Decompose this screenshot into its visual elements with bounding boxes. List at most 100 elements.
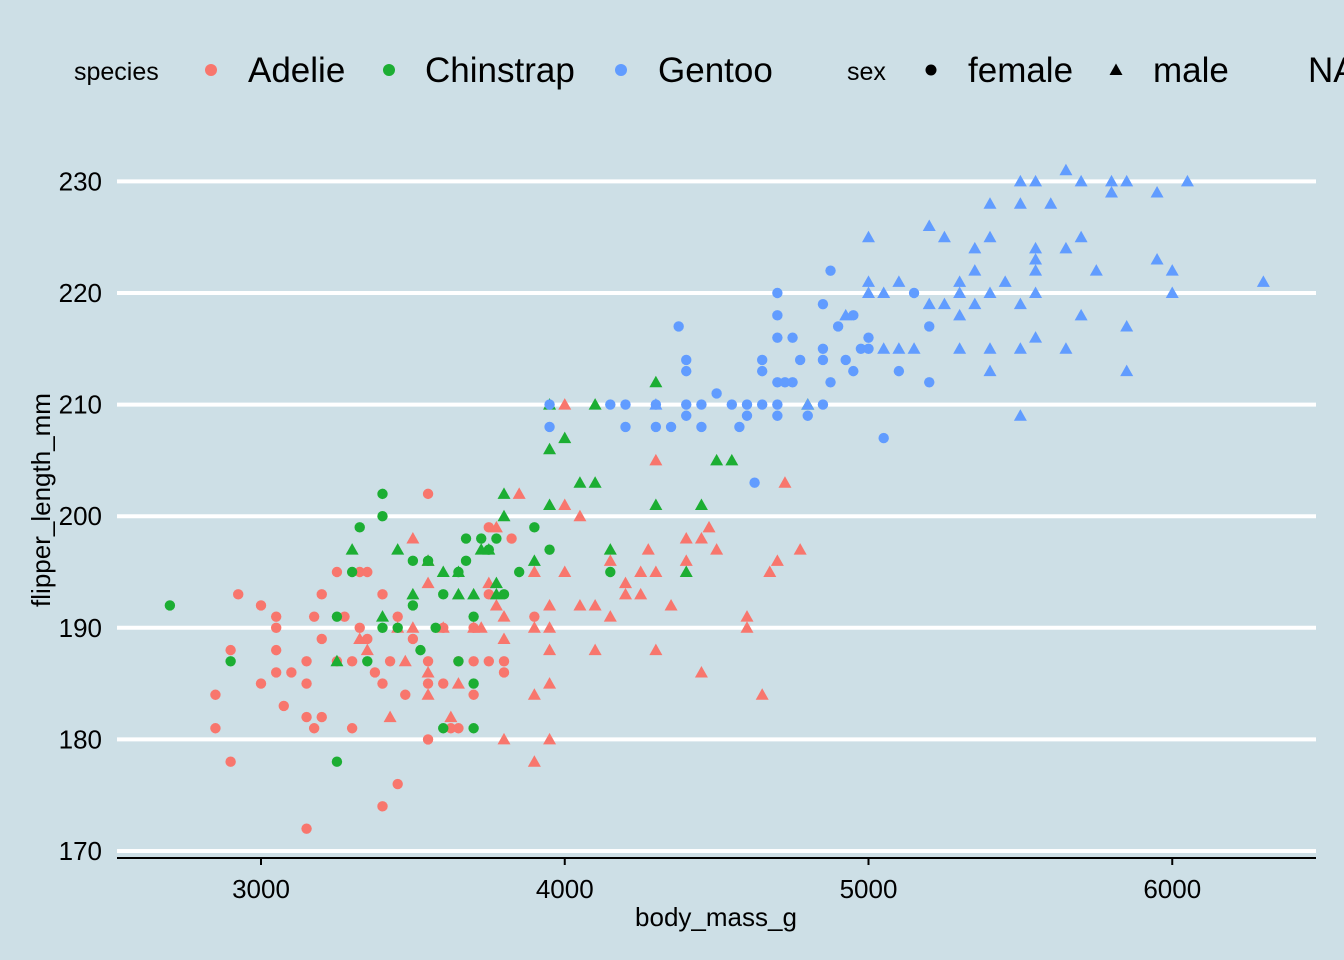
point-adelie-female xyxy=(400,689,411,700)
point-chinstrap-female xyxy=(460,533,472,544)
point-adelie-female xyxy=(468,689,479,700)
point-adelie-male xyxy=(451,677,465,689)
point-gentoo-female xyxy=(620,421,631,433)
point-gentoo-male xyxy=(983,197,997,209)
point-chinstrap-female xyxy=(453,656,464,667)
point-adelie-male xyxy=(778,476,792,488)
point-adelie-female xyxy=(270,644,282,656)
point-gentoo-male xyxy=(998,275,1012,287)
point-adelie-female xyxy=(270,611,282,622)
point-adelie-male xyxy=(694,532,708,544)
point-adelie-female xyxy=(286,667,297,678)
point-adelie-female xyxy=(301,711,312,723)
point-adelie-male xyxy=(558,498,572,511)
point-chinstrap-female xyxy=(605,566,616,578)
point-adelie-female xyxy=(255,678,267,689)
point-adelie-male xyxy=(649,565,663,577)
point-adelie-male xyxy=(543,621,557,633)
point-gentoo-male xyxy=(953,308,967,321)
point-gentoo-female xyxy=(681,410,692,421)
point-gentoo-male xyxy=(892,342,906,354)
point-adelie-female xyxy=(270,667,282,678)
point-adelie-female xyxy=(483,656,495,667)
point-chinstrap-female xyxy=(438,723,449,734)
point-gentoo-female xyxy=(787,332,798,343)
point-gentoo-female xyxy=(696,399,707,410)
point-adelie-female xyxy=(392,778,403,790)
point-gentoo-male xyxy=(1029,241,1043,254)
point-gentoo-male xyxy=(862,230,875,243)
point-chinstrap-female xyxy=(415,644,426,656)
legend-key-gentoo xyxy=(615,64,627,76)
point-gentoo-male xyxy=(1013,409,1027,421)
point-chinstrap-male xyxy=(573,476,587,488)
x-axis-label: body_mass_g xyxy=(635,902,797,932)
point-gentoo-male xyxy=(1105,174,1118,187)
point-gentoo-female xyxy=(544,399,555,410)
point-gentoo-female xyxy=(741,399,753,410)
point-adelie-male xyxy=(573,509,587,522)
point-gentoo-male xyxy=(1059,241,1073,254)
point-gentoo-female xyxy=(741,410,753,421)
point-gentoo-female xyxy=(756,354,768,366)
point-gentoo-male xyxy=(1044,197,1058,209)
point-adelie-male xyxy=(679,532,693,544)
point-gentoo-female xyxy=(650,421,662,433)
point-gentoo-female xyxy=(779,377,791,388)
point-adelie-male xyxy=(588,643,602,656)
legend-key-adelie xyxy=(205,64,217,76)
point-gentoo-male xyxy=(1165,264,1179,276)
point-adelie-female xyxy=(422,734,434,745)
point-chinstrap-male xyxy=(482,543,496,555)
point-gentoo-male xyxy=(892,275,906,287)
point-gentoo-male xyxy=(1120,174,1134,187)
point-adelie-male xyxy=(489,520,503,533)
point-gentoo-female xyxy=(817,399,829,410)
point-gentoo-female xyxy=(893,365,905,377)
point-chinstrap-male xyxy=(436,565,450,577)
gridlines xyxy=(117,179,1316,853)
point-gentoo-male xyxy=(922,219,936,232)
point-adelie-female xyxy=(529,611,540,622)
point-gentoo-male xyxy=(953,286,967,298)
legend-sex-title: sex xyxy=(847,58,886,86)
point-adelie-male xyxy=(527,621,541,633)
legend-key-male xyxy=(1109,63,1123,75)
point-adelie-female xyxy=(225,756,236,767)
point-gentoo-female xyxy=(756,399,768,410)
point-chinstrap-male xyxy=(588,398,602,410)
point-chinstrap-male xyxy=(497,509,511,522)
point-gentoo-female xyxy=(817,343,829,354)
point-gentoo-male xyxy=(1120,364,1134,377)
point-gentoo-female xyxy=(817,298,829,310)
point-chinstrap-male xyxy=(558,431,572,444)
point-adelie-male xyxy=(649,643,663,656)
point-adelie-female xyxy=(384,656,396,667)
point-gentoo-male xyxy=(937,230,951,243)
point-adelie-female xyxy=(278,700,289,712)
point-chinstrap-female xyxy=(491,533,502,544)
point-adelie-female xyxy=(301,656,312,667)
point-adelie-female xyxy=(468,656,479,667)
legend-label-female: female xyxy=(968,51,1073,90)
point-chinstrap-female xyxy=(354,522,365,533)
point-adelie-female xyxy=(422,488,434,500)
point-gentoo-female xyxy=(848,365,859,377)
point-adelie-male xyxy=(603,610,617,622)
legend: species Adelie Chinstrap Gentoo sex fema… xyxy=(74,51,1344,90)
point-gentoo-male xyxy=(1013,174,1027,187)
point-adelie-male xyxy=(543,643,557,656)
point-gentoo-male xyxy=(1256,275,1270,287)
point-adelie-male xyxy=(558,398,572,410)
point-gentoo-male xyxy=(953,342,967,354)
point-adelie-female xyxy=(498,656,510,667)
point-chinstrap-male xyxy=(649,498,663,511)
y-tick-label: 180 xyxy=(59,724,102,754)
point-adelie-male xyxy=(421,576,435,589)
point-adelie-male xyxy=(694,665,708,678)
point-chinstrap-female xyxy=(544,544,555,555)
point-gentoo-female xyxy=(825,265,836,276)
point-adelie-male xyxy=(543,732,557,745)
point-chinstrap-male xyxy=(489,576,503,589)
